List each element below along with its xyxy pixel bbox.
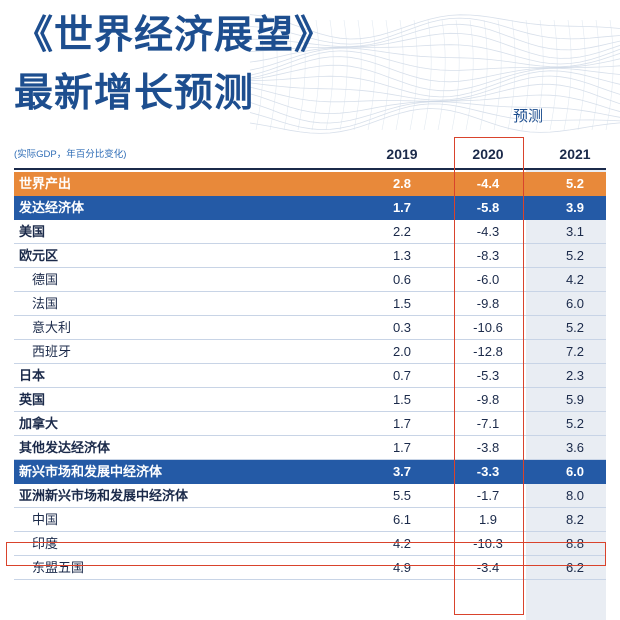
row-label: 日本 bbox=[19, 368, 46, 383]
value-2019: 0.6 bbox=[392, 272, 412, 287]
table-row: 英国 1.5 -9.8 5.9 bbox=[14, 388, 606, 412]
table-row: 新兴市场和发展中经济体 3.7 -3.3 6.0 bbox=[14, 460, 606, 484]
value-2020: -3.3 bbox=[476, 464, 500, 479]
table-row: 日本 0.7 -5.3 2.3 bbox=[14, 364, 606, 388]
forecast-label: 预测 bbox=[513, 108, 544, 125]
value-2019: 6.1 bbox=[392, 512, 412, 527]
value-2020: -10.3 bbox=[473, 536, 503, 551]
table-row: 美国 2.2 -4.3 3.1 bbox=[14, 220, 606, 244]
row-label: 美国 bbox=[19, 224, 46, 239]
row-label: 世界产出 bbox=[19, 176, 72, 191]
value-2021: 4.2 bbox=[565, 272, 585, 287]
table-row: 意大利 0.3 -10.6 5.2 bbox=[14, 316, 606, 340]
value-2020: -5.3 bbox=[476, 368, 500, 383]
value-2019: 1.3 bbox=[392, 248, 412, 263]
row-label: 欧元区 bbox=[19, 248, 59, 263]
value-2021: 6.2 bbox=[565, 560, 585, 575]
value-2019: 2.8 bbox=[392, 176, 412, 191]
value-2020: -8.3 bbox=[476, 248, 500, 263]
table-row: 法国 1.5 -9.8 6.0 bbox=[14, 292, 606, 316]
units-note: (实际GDP，年百分比变化) bbox=[14, 149, 127, 160]
value-2019: 1.5 bbox=[392, 392, 412, 407]
value-2021: 5.2 bbox=[565, 320, 585, 335]
value-2019: 3.7 bbox=[392, 464, 412, 479]
table-row: 其他发达经济体 1.7 -3.8 3.6 bbox=[14, 436, 606, 460]
value-2021: 3.9 bbox=[565, 200, 585, 215]
value-2019: 1.7 bbox=[392, 416, 412, 431]
row-label: 德国 bbox=[32, 272, 59, 287]
column-header-2021: 2021 bbox=[559, 146, 591, 162]
value-2020: -10.6 bbox=[473, 320, 503, 335]
table-row: 印度 4.2 -10.3 8.8 bbox=[14, 532, 606, 556]
row-label: 东盟五国 bbox=[32, 560, 85, 575]
table-row: 东盟五国 4.9 -3.4 6.2 bbox=[14, 556, 606, 580]
table-row: 欧元区 1.3 -8.3 5.2 bbox=[14, 244, 606, 268]
row-label: 印度 bbox=[32, 536, 59, 551]
page-title: 《世界经济展望》 bbox=[14, 13, 335, 58]
value-2021: 3.6 bbox=[565, 440, 585, 455]
value-2020: -4.4 bbox=[476, 176, 500, 191]
value-2020: -3.8 bbox=[476, 440, 500, 455]
value-2019: 0.3 bbox=[392, 320, 412, 335]
value-2021: 6.0 bbox=[565, 464, 585, 479]
value-2020: 1.9 bbox=[478, 512, 498, 527]
row-label: 新兴市场和发展中经济体 bbox=[19, 464, 163, 479]
value-2020: -7.1 bbox=[476, 416, 500, 431]
column-header-2019: 2019 bbox=[386, 146, 418, 162]
table-row: 亚洲新兴市场和发展中经济体 5.5 -1.7 8.0 bbox=[14, 484, 606, 508]
row-label: 亚洲新兴市场和发展中经济体 bbox=[19, 488, 189, 503]
row-label: 其他发达经济体 bbox=[19, 440, 111, 455]
page-subtitle: 最新增长预测 bbox=[14, 71, 255, 116]
value-2021: 5.2 bbox=[565, 248, 585, 263]
table-row: 加拿大 1.7 -7.1 5.2 bbox=[14, 412, 606, 436]
value-2021: 2.3 bbox=[565, 368, 585, 383]
value-2019: 1.7 bbox=[392, 440, 412, 455]
value-2019: 4.9 bbox=[392, 560, 412, 575]
row-label: 发达经济体 bbox=[19, 200, 85, 215]
row-label: 加拿大 bbox=[19, 416, 59, 431]
value-2020: -3.4 bbox=[476, 560, 500, 575]
value-2021: 5.2 bbox=[565, 176, 585, 191]
table-row: 中国 6.1 1.9 8.2 bbox=[14, 508, 606, 532]
header-divider bbox=[14, 168, 606, 170]
value-2019: 0.7 bbox=[392, 368, 412, 383]
value-2020: -5.8 bbox=[476, 200, 500, 215]
forecast-2021-shading bbox=[526, 170, 606, 620]
value-2019: 4.2 bbox=[392, 536, 412, 551]
row-label: 英国 bbox=[19, 392, 46, 407]
value-2019: 5.5 bbox=[392, 488, 412, 503]
value-2021: 8.2 bbox=[565, 512, 585, 527]
value-2020: -9.8 bbox=[476, 392, 500, 407]
row-label: 西班牙 bbox=[32, 344, 72, 359]
value-2020: -12.8 bbox=[473, 344, 503, 359]
value-2021: 6.0 bbox=[565, 296, 585, 311]
value-2019: 1.5 bbox=[392, 296, 412, 311]
value-2019: 2.2 bbox=[392, 224, 412, 239]
value-2021: 7.2 bbox=[565, 344, 585, 359]
table-row: 西班牙 2.0 -12.8 7.2 bbox=[14, 340, 606, 364]
table-row: 德国 0.6 -6.0 4.2 bbox=[14, 268, 606, 292]
row-label: 意大利 bbox=[32, 320, 72, 335]
value-2021: 8.8 bbox=[565, 536, 585, 551]
value-2020: -9.8 bbox=[476, 296, 500, 311]
table-row: 世界产出 2.8 -4.4 5.2 bbox=[14, 172, 606, 196]
row-label: 法国 bbox=[32, 296, 59, 311]
column-header-2020: 2020 bbox=[472, 146, 504, 162]
value-2020: -1.7 bbox=[476, 488, 500, 503]
value-2019: 2.0 bbox=[392, 344, 412, 359]
value-2021: 5.2 bbox=[565, 416, 585, 431]
value-2021: 5.9 bbox=[565, 392, 585, 407]
wave-pattern-background bbox=[249, 14, 620, 134]
value-2021: 3.1 bbox=[565, 224, 585, 239]
value-2019: 1.7 bbox=[392, 200, 412, 215]
row-label: 中国 bbox=[32, 512, 59, 527]
value-2020: -6.0 bbox=[476, 272, 500, 287]
value-2020: -4.3 bbox=[476, 224, 500, 239]
value-2021: 8.0 bbox=[565, 488, 585, 503]
table-row: 发达经济体 1.7 -5.8 3.9 bbox=[14, 196, 606, 220]
